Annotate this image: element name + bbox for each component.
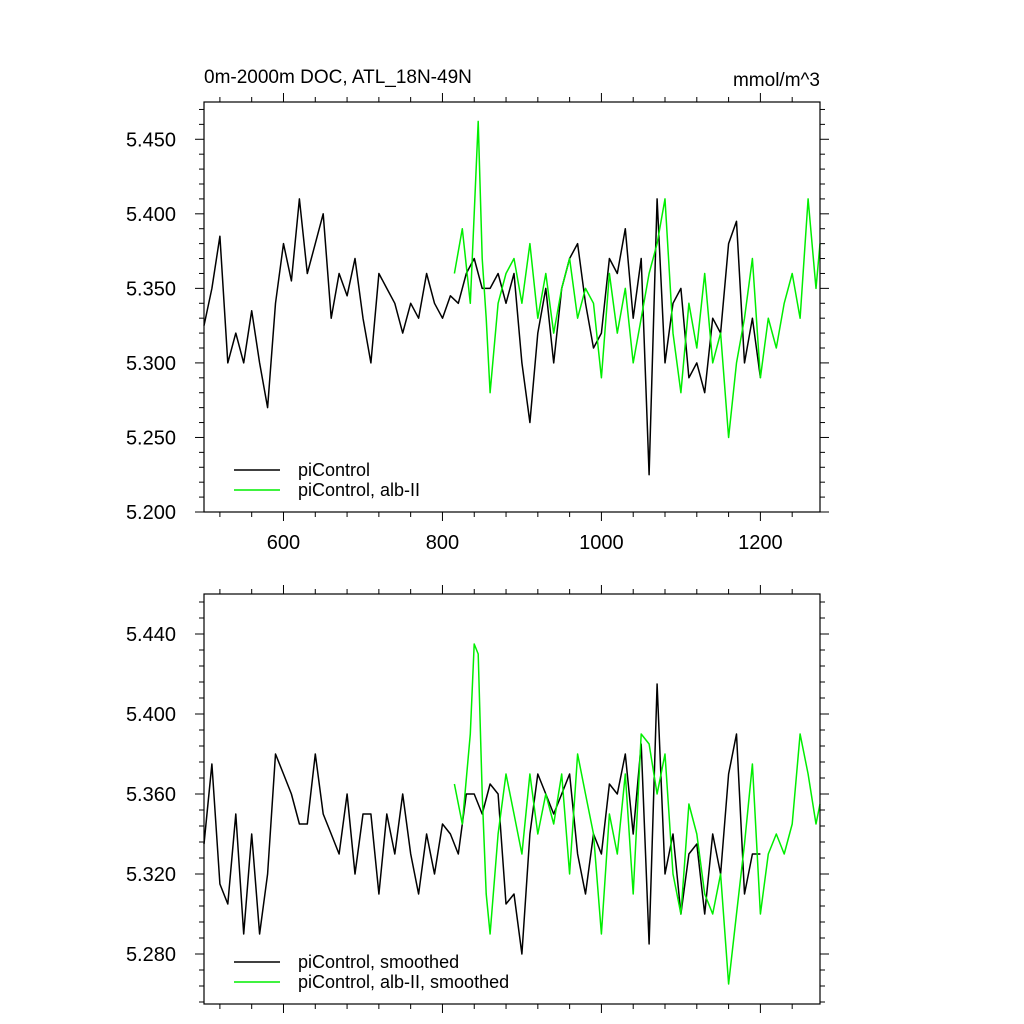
y-tick-label: 5.300 [126,353,176,375]
units-label: mmol/m^3 [733,70,820,91]
top-panel: 0m-2000m DOC, ATL_18N-49N mmol/m^3 600 80… [126,67,829,554]
chart-title: 0m-2000m DOC, ATL_18N-49N [204,67,472,88]
legend-label-picontrol: piControl [298,460,370,480]
series-line-picontrol [203,683,761,955]
top-legend: piControl piControl, alb-II [234,460,420,500]
x-tick-label: 800 [426,532,459,554]
top-axis-ticks [195,93,829,521]
top-tick-labels: 600 800 1000 1200 5.200 5.250 5.300 5.350 5.400 5… [126,129,783,554]
y-tick-label: 5.400 [126,204,176,226]
series-line-alb-ii [453,120,821,439]
y-tick-label: 5.440 [126,624,176,646]
y-tick-label: 5.320 [126,864,176,886]
legend-label-picontrol-smoothed: piControl, smoothed [298,952,459,972]
y-tick-label: 5.200 [126,502,176,524]
y-tick-label: 5.400 [126,704,176,726]
x-tick-label: 1000 [579,532,624,554]
bottom-legend: piControl, smoothed piControl, alb-II, s… [234,952,509,992]
y-tick-label: 5.450 [126,129,176,151]
legend-label-alb-ii-smoothed: piControl, alb-II, smoothed [298,972,509,992]
y-tick-label: 5.360 [126,784,176,806]
y-tick-label: 5.350 [126,278,176,300]
series-line-alb-ii [453,643,821,985]
bottom-plot-frame [203,593,821,1005]
series-line-picontrol [203,198,762,476]
y-tick-label: 5.250 [126,427,176,449]
bottom-panel: 5.280 5.320 5.360 5.400 5.440 piControl, smo… [126,585,829,1013]
bottom-axis-ticks [195,585,829,1013]
bottom-series [203,643,821,985]
y-tick-label: 5.280 [126,944,176,966]
x-tick-label: 1200 [738,532,783,554]
top-series [203,120,821,476]
bottom-tick-labels: 5.280 5.320 5.360 5.400 5.440 [126,624,176,966]
top-plot-frame [203,101,821,513]
legend-label-alb-ii: piControl, alb-II [298,480,420,500]
x-tick-label: 600 [267,532,300,554]
